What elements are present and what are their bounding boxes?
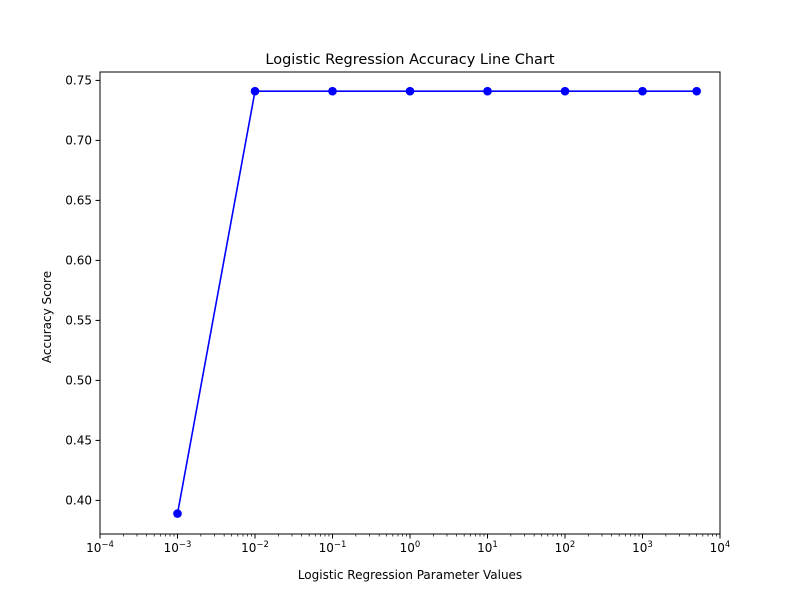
data-point xyxy=(692,86,701,96)
y-tick-label: 0.40 xyxy=(65,494,92,508)
series-line xyxy=(176,90,697,514)
x-axis-ticks: 10−4 10−3 10−2 10−1 100 101 102 103 104 xyxy=(86,534,730,555)
x-tick-base: 10 xyxy=(555,541,570,555)
data-point xyxy=(173,509,182,518)
y-axis-label: Accuracy Score xyxy=(40,271,54,363)
x-tick-exponent: −2 xyxy=(256,540,269,550)
data-point xyxy=(405,86,415,96)
y-axis-ticks: 0.40 0.45 0.50 0.55 0.60 0.65 0.70 0.75 xyxy=(65,74,100,508)
chart-title: Logistic Regression Accuracy Line Chart xyxy=(265,52,554,68)
x-tick-exponent: 3 xyxy=(647,540,652,550)
x-tick-base: 10 xyxy=(86,541,101,555)
x-tick-exponent: 1 xyxy=(492,540,497,550)
x-tick-exponent: −4 xyxy=(101,540,114,550)
x-tick-exponent: 4 xyxy=(725,540,730,550)
x-tick-label: 10−1 xyxy=(319,540,347,555)
x-tick-base: 10 xyxy=(241,541,256,555)
x-tick-base: 10 xyxy=(319,541,334,555)
series-layer xyxy=(173,86,701,518)
x-tick-label: 103 xyxy=(632,540,653,555)
x-tick-base: 10 xyxy=(164,541,179,555)
data-point xyxy=(638,86,647,96)
x-tick-label: 10−4 xyxy=(86,540,114,555)
x-tick-label: 104 xyxy=(710,540,731,555)
y-tick-label: 0.45 xyxy=(65,434,92,448)
x-tick-base: 10 xyxy=(400,541,415,555)
y-tick-label: 0.70 xyxy=(65,134,92,148)
plot-frame xyxy=(99,71,721,535)
x-tick-base: 10 xyxy=(632,541,647,555)
x-tick-exponent: −3 xyxy=(179,540,192,550)
x-tick-label: 100 xyxy=(400,540,421,555)
y-tick-label: 0.55 xyxy=(65,314,92,328)
x-tick-base: 10 xyxy=(477,541,492,555)
x-tick-label: 102 xyxy=(555,540,576,555)
x-tick-exponent: 0 xyxy=(415,540,420,550)
data-point xyxy=(250,86,260,96)
data-point xyxy=(483,86,492,96)
x-axis-label: Logistic Regression Parameter Values xyxy=(298,568,522,582)
y-tick-label: 0.75 xyxy=(65,74,92,88)
data-point xyxy=(328,86,337,96)
y-tick-label: 0.65 xyxy=(65,194,92,208)
x-tick-label: 10−3 xyxy=(164,540,192,555)
y-tick-label: 0.60 xyxy=(65,254,92,268)
x-tick-label: 10−2 xyxy=(241,540,269,555)
data-point xyxy=(560,86,570,96)
x-tick-exponent: 2 xyxy=(570,540,575,550)
x-tick-label: 101 xyxy=(477,540,498,555)
x-tick-base: 10 xyxy=(710,541,725,555)
x-tick-exponent: −1 xyxy=(334,540,347,550)
y-tick-label: 0.50 xyxy=(65,374,92,388)
